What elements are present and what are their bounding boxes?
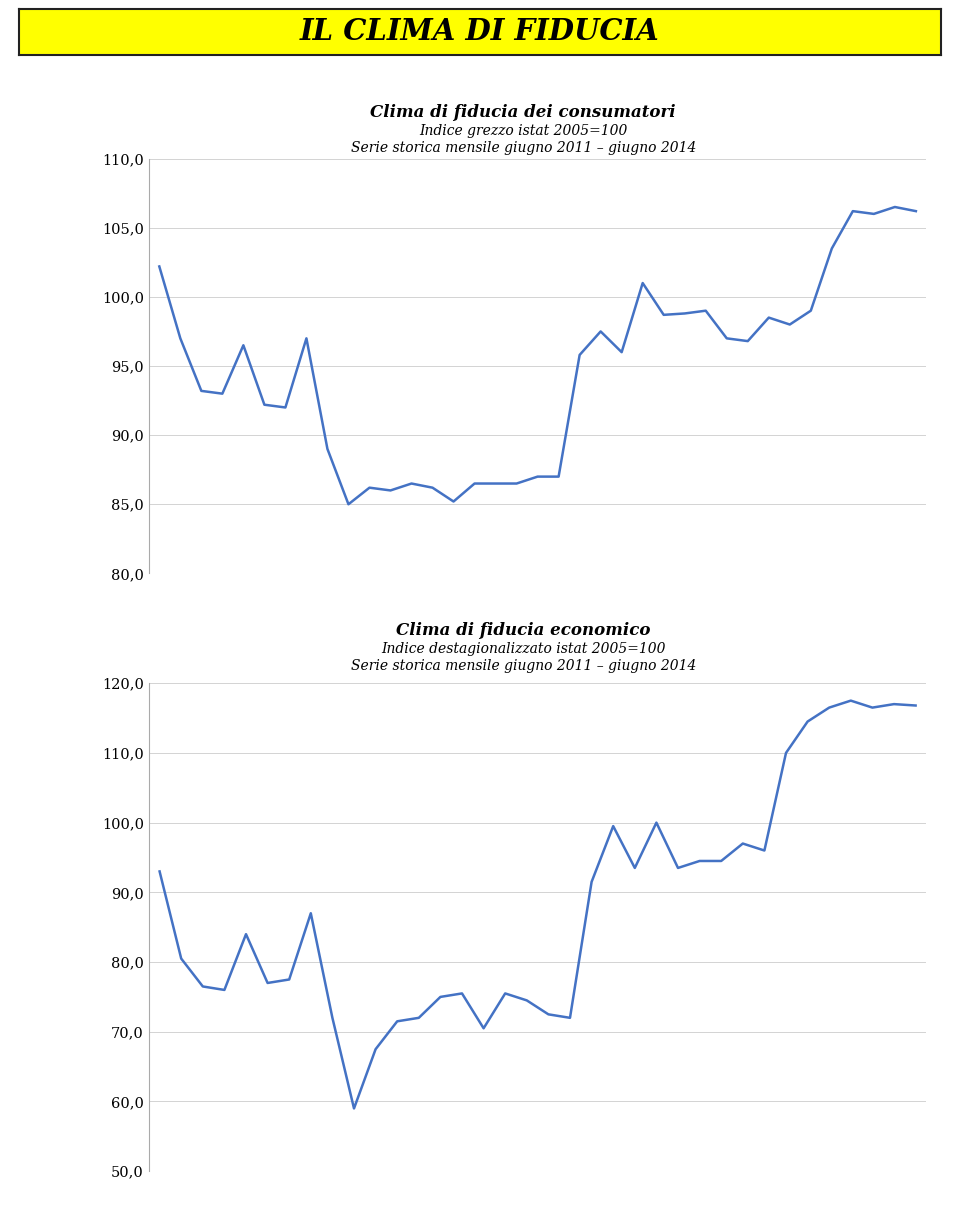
Text: Serie storica mensile giugno 2011 – giugno 2014: Serie storica mensile giugno 2011 – giug… (350, 140, 696, 155)
Text: Clima di fiducia dei consumatori: Clima di fiducia dei consumatori (371, 104, 676, 121)
Text: IL CLIMA DI FIDUCIA: IL CLIMA DI FIDUCIA (300, 17, 660, 46)
Text: Indice destagionalizzato istat 2005=100: Indice destagionalizzato istat 2005=100 (381, 642, 665, 656)
Text: Clima di fiducia economico: Clima di fiducia economico (396, 622, 651, 639)
Text: Indice grezzo istat 2005=100: Indice grezzo istat 2005=100 (419, 123, 628, 138)
Text: Serie storica mensile giugno 2011 – giugno 2014: Serie storica mensile giugno 2011 – giug… (350, 659, 696, 673)
